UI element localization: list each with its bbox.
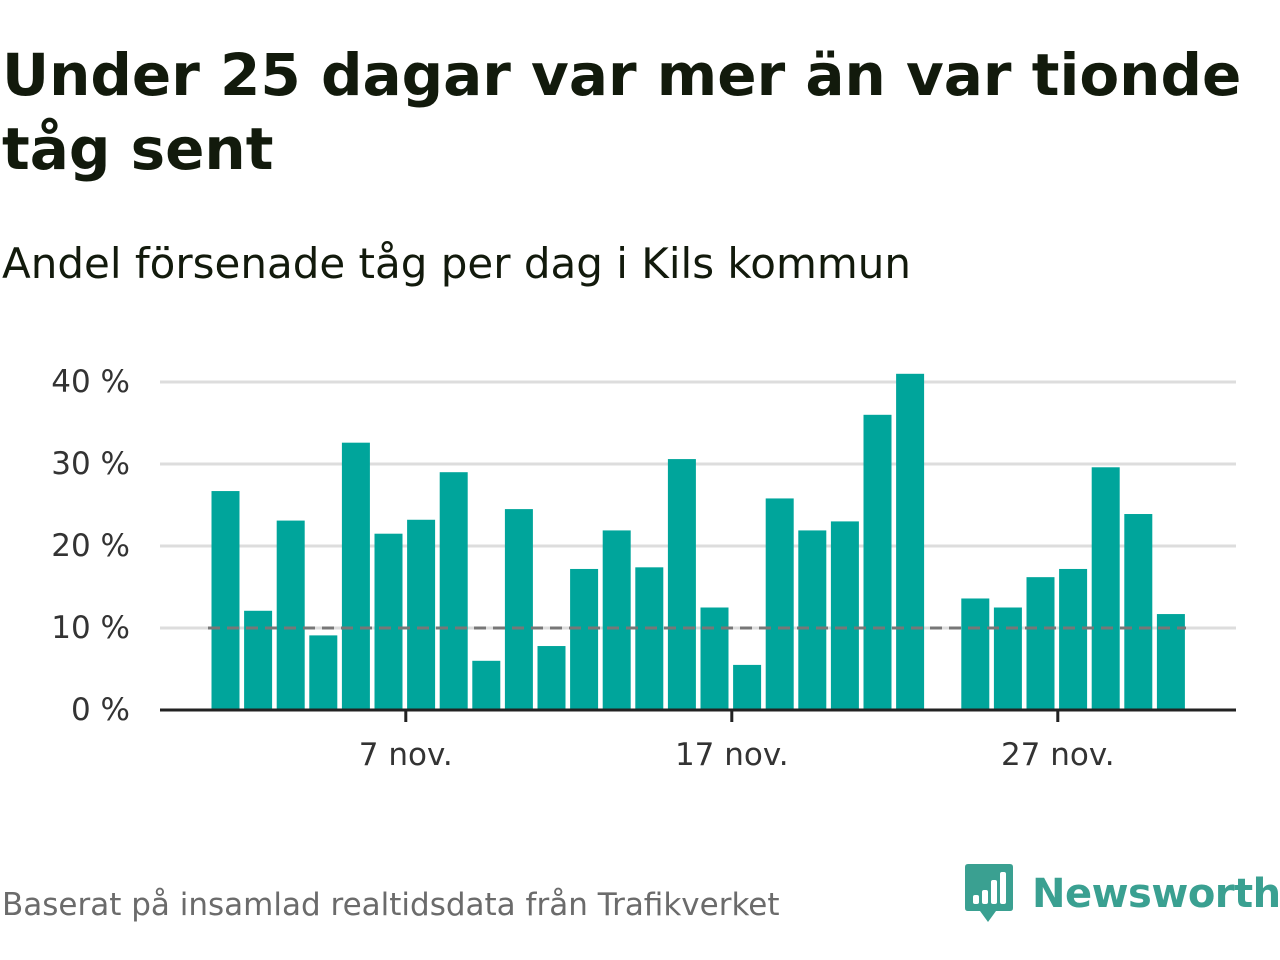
bar <box>830 521 859 710</box>
bar <box>667 459 696 710</box>
y-tick-label: 20 % <box>51 528 130 564</box>
bar <box>1026 577 1055 710</box>
newsworthy-logo-icon <box>965 864 1013 922</box>
bar <box>341 442 370 710</box>
bar <box>896 373 925 710</box>
bar <box>407 519 436 710</box>
x-axis-labels: 7 nov. 17 nov. 27 nov. <box>359 710 1115 773</box>
source-note: Baserat på insamlad realtidsdata från Tr… <box>2 887 780 923</box>
bar <box>765 498 794 710</box>
bar <box>700 607 729 710</box>
bar <box>1124 514 1153 710</box>
x-tick-label: 17 nov. <box>675 737 789 773</box>
chart-subtitle: Andel försenade tåg per dag i Kils kommu… <box>2 239 912 288</box>
bar <box>537 646 566 710</box>
brand-name: Newsworthy <box>1032 871 1280 917</box>
bars <box>211 373 1185 710</box>
bar <box>374 533 403 710</box>
gridlines <box>160 380 1236 630</box>
x-tick-label: 27 nov. <box>1001 737 1115 773</box>
y-tick-label: 30 % <box>51 446 130 482</box>
bar <box>863 414 892 710</box>
bar <box>472 660 501 710</box>
bar <box>798 530 827 710</box>
bar <box>211 491 240 710</box>
y-tick-label: 0 % <box>71 692 130 728</box>
bar <box>1091 467 1120 710</box>
bar <box>309 635 338 710</box>
bar <box>504 509 533 710</box>
bar <box>602 530 631 710</box>
bar <box>439 472 468 710</box>
y-tick-label: 10 % <box>51 610 130 646</box>
y-axis-labels: 0 % 10 % 20 % 30 % 40 % <box>51 364 130 728</box>
y-tick-label: 40 % <box>51 364 130 400</box>
bar <box>1059 568 1088 710</box>
bar <box>993 607 1022 710</box>
bar <box>244 610 273 710</box>
chart-title: Under 25 dagar var mer än var tionde tåg… <box>2 41 1242 183</box>
bar-chart: 0 % 10 % 20 % 30 % 40 % 7 nov. 17 nov. 27 nov. <box>51 364 1236 773</box>
x-tick-label: 7 nov. <box>359 737 453 773</box>
bar <box>570 568 599 710</box>
newsworthy-brand: Newsworthy <box>964 862 1280 926</box>
bar <box>961 598 990 710</box>
bar <box>733 664 762 710</box>
bar <box>635 567 664 710</box>
bar <box>1156 614 1185 710</box>
bar <box>276 520 305 710</box>
